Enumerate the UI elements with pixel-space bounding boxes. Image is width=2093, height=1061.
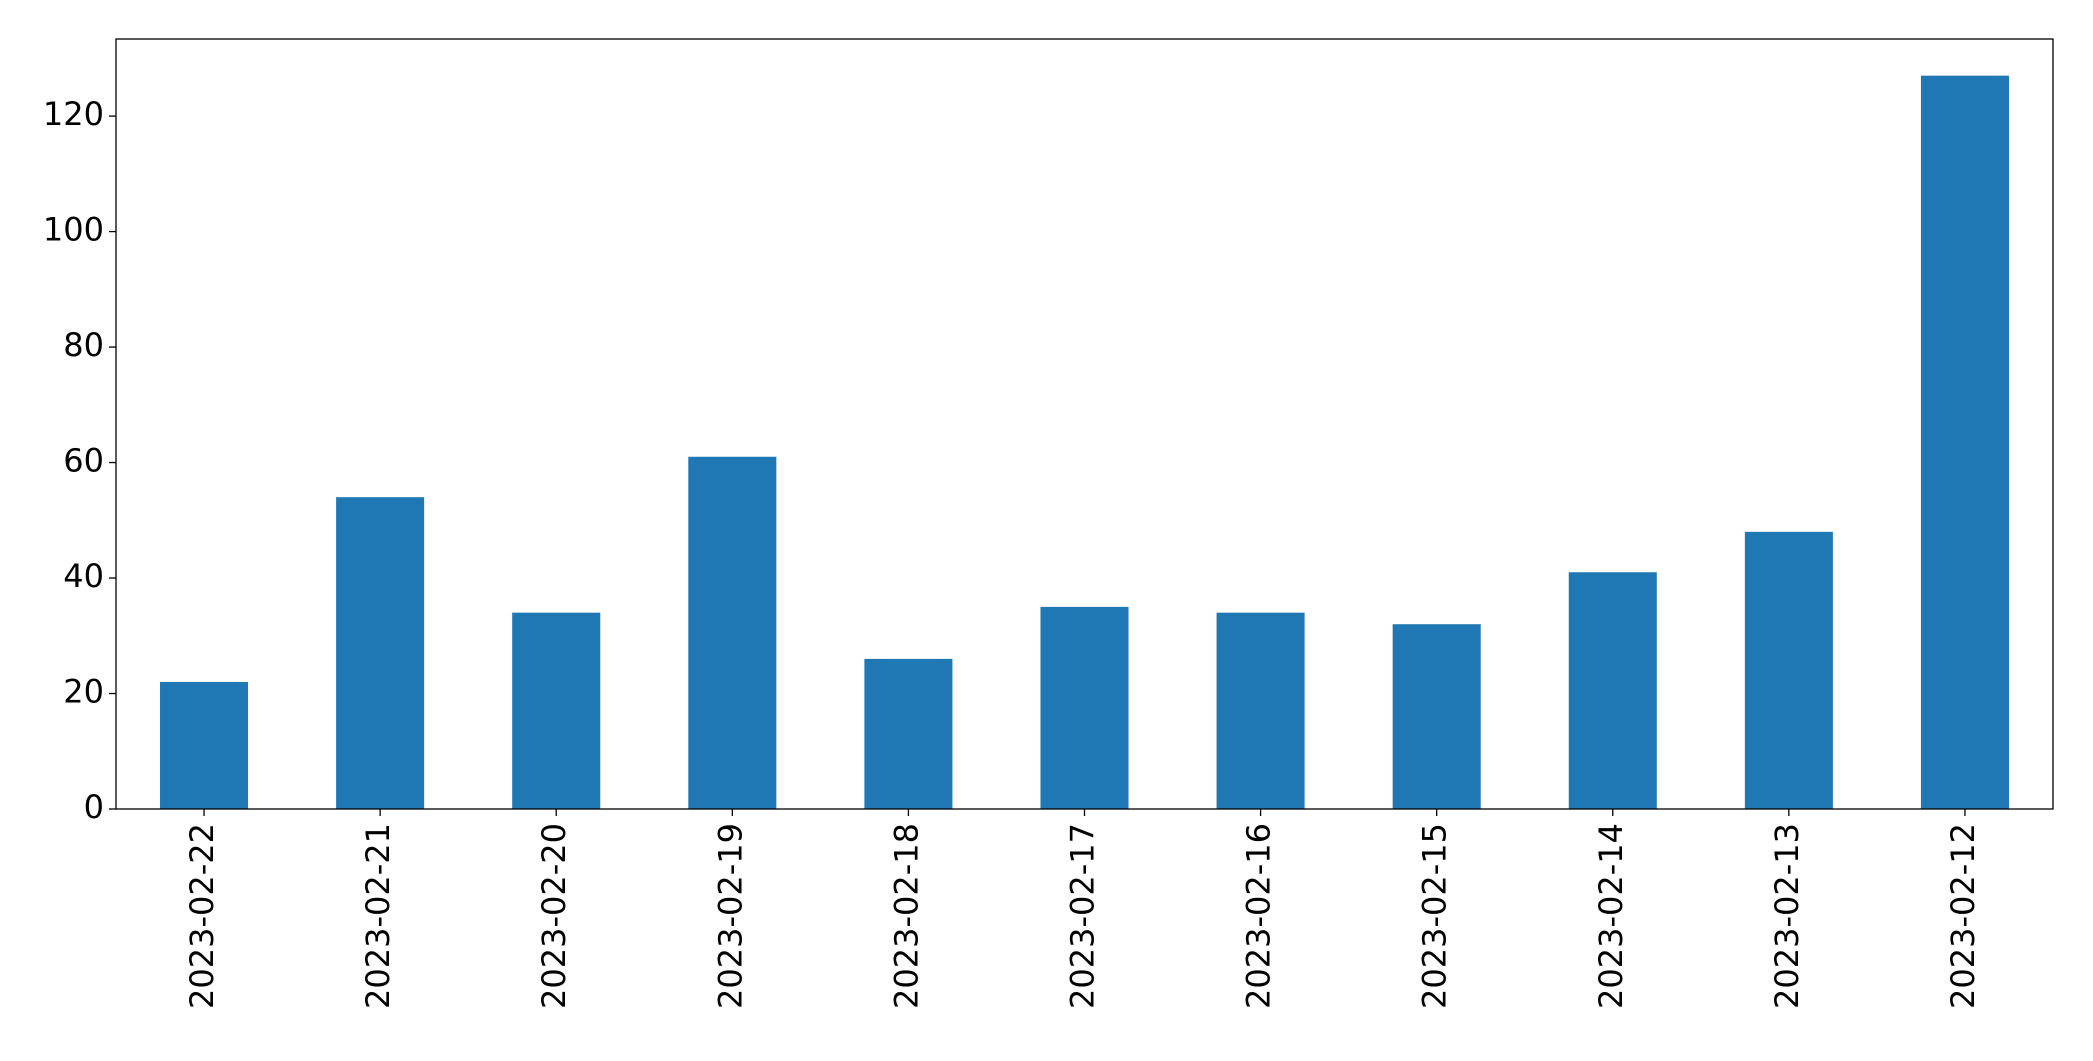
bar — [1568, 572, 1657, 809]
x-tick-label: 2023-02-16 — [1240, 823, 1278, 1009]
bar — [512, 612, 601, 809]
bar — [688, 456, 777, 809]
x-tick-label: 2023-02-13 — [1768, 823, 1806, 1009]
x-tick-label: 2023-02-22 — [183, 823, 221, 1009]
bar — [1744, 531, 1833, 809]
bar — [1392, 624, 1481, 809]
x-tick-label: 2023-02-21 — [359, 823, 397, 1009]
bar — [160, 681, 249, 809]
y-tick-label: 80 — [63, 326, 104, 364]
bar — [1040, 606, 1129, 809]
x-tick-label: 2023-02-12 — [1944, 823, 1982, 1009]
plot-frame — [115, 38, 2054, 810]
y-tick-label: 0 — [84, 788, 104, 826]
y-tick-label: 100 — [43, 211, 104, 249]
x-tick-label: 2023-02-19 — [711, 823, 749, 1009]
y-tick-label: 40 — [63, 557, 104, 595]
x-tick-label: 2023-02-18 — [887, 823, 925, 1009]
bar — [336, 497, 425, 809]
bar — [864, 658, 953, 809]
y-tick-label: 60 — [63, 442, 104, 480]
x-tick-label: 2023-02-20 — [535, 823, 573, 1009]
x-tick-label: 2023-02-14 — [1592, 823, 1630, 1009]
x-tick-label: 2023-02-15 — [1416, 823, 1454, 1009]
bar — [1216, 612, 1305, 809]
y-tick-label: 120 — [43, 95, 104, 133]
x-tick-label: 2023-02-17 — [1064, 823, 1102, 1009]
bar — [1920, 75, 2009, 809]
y-tick-label: 20 — [63, 673, 104, 711]
